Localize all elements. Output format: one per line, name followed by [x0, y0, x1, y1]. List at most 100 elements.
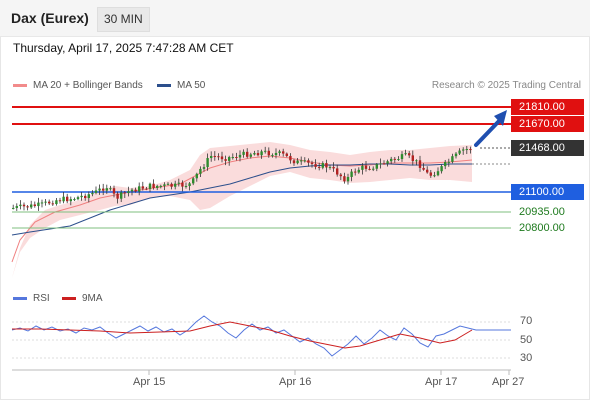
legend-rsi-ma: 9MA — [62, 293, 103, 304]
candle-body — [231, 157, 234, 159]
candle-body — [444, 162, 447, 167]
bollinger-band — [12, 142, 472, 278]
candle-body — [386, 161, 389, 164]
candle-body — [418, 160, 422, 168]
candle-body — [166, 183, 170, 185]
candle-body — [156, 185, 159, 188]
candle-body — [44, 201, 47, 203]
candle-body — [328, 166, 332, 168]
candle-body — [210, 155, 213, 159]
candle-body — [195, 173, 198, 179]
candle-body — [80, 195, 83, 198]
candle-body — [220, 156, 224, 160]
legend-rsi-label: RSI — [33, 293, 50, 304]
rsi-axis-30: 30 — [520, 352, 533, 364]
rsi-ma-line — [12, 321, 473, 349]
candle-body — [321, 163, 324, 168]
candle-body — [462, 149, 465, 151]
timeframe-button[interactable]: 30 MIN — [97, 7, 150, 32]
candle-body — [253, 153, 256, 155]
candle-body — [458, 150, 461, 154]
candle-body — [19, 204, 22, 207]
chart-header: Dax (Eurex) 30 MIN — [0, 0, 590, 37]
candle-body — [447, 161, 450, 163]
x-label-apr17: Apr 17 — [425, 376, 458, 388]
candle-body — [246, 151, 249, 157]
legend-bollinger-label: MA 20 + Bollinger Bands — [33, 80, 143, 91]
candle-body — [350, 171, 353, 177]
candle-body — [429, 172, 432, 176]
candle-body — [66, 196, 69, 202]
level-s2-label: 20935.00 — [519, 206, 565, 218]
candle-body — [12, 207, 15, 209]
candle-body — [206, 158, 209, 168]
candle-body — [188, 183, 191, 186]
candle-body — [30, 204, 33, 208]
candle-body — [310, 162, 314, 165]
x-label-apr15: Apr 15 — [133, 376, 166, 388]
candle-body — [69, 199, 72, 202]
candle-body — [138, 186, 141, 192]
candle-body — [285, 153, 288, 156]
candle-body — [62, 196, 65, 202]
candle-body — [159, 185, 162, 187]
candle-body — [393, 158, 396, 160]
candle-body — [37, 202, 40, 207]
candle-body — [98, 188, 101, 191]
ma20-line — [11, 155, 473, 263]
candle-body — [314, 164, 317, 167]
candle-body — [48, 201, 51, 204]
candle-body — [379, 163, 382, 165]
candle-body — [271, 155, 274, 157]
candle-body — [303, 160, 306, 162]
candle-body — [372, 168, 375, 170]
candle-body — [91, 192, 94, 195]
candle-body — [224, 159, 227, 161]
candle-body — [94, 190, 98, 193]
candle-body — [55, 200, 58, 205]
candle-body — [141, 186, 144, 189]
candle-body — [343, 176, 346, 182]
candle-body — [278, 151, 281, 153]
candle-body — [332, 166, 335, 169]
candle-body — [109, 188, 112, 190]
candle-body — [375, 164, 378, 169]
candle-body — [199, 168, 202, 174]
candle-body — [202, 167, 206, 169]
candle-body — [361, 165, 364, 170]
candle-body — [116, 193, 119, 199]
candle-body — [238, 154, 242, 158]
candle-body — [130, 189, 134, 192]
level-s3-label: 20800.00 — [519, 222, 565, 234]
candle-body — [267, 150, 270, 156]
candle-body — [256, 153, 260, 156]
candle-body — [58, 200, 62, 202]
rsi-line — [11, 315, 511, 357]
ma50-line — [11, 163, 472, 236]
level-r1-label: 21670.00 — [511, 116, 584, 132]
candle-body — [318, 166, 321, 168]
candle-body — [228, 157, 231, 161]
candle-body — [148, 183, 152, 189]
rsi-axis-70: 70 — [520, 315, 533, 327]
legend-rsi-ma-label: 9MA — [82, 293, 103, 304]
ma50-swatch — [157, 84, 171, 87]
candle-body — [40, 202, 44, 204]
candle-body — [33, 204, 36, 207]
candle-body — [469, 149, 472, 151]
forecast-arrow-line — [474, 118, 502, 147]
candlesticks — [12, 145, 472, 211]
candle-body — [112, 188, 116, 194]
candle-body — [242, 151, 245, 155]
candle-body — [336, 168, 339, 175]
candle-body — [307, 160, 310, 163]
candle-body — [354, 171, 357, 173]
candle-body — [451, 156, 454, 162]
legend-ma50-label: MA 50 — [177, 80, 206, 91]
candle-body — [390, 158, 393, 162]
candle-body — [454, 153, 458, 157]
candle-body — [465, 149, 468, 151]
legend-rsi: RSI — [13, 293, 50, 304]
candle-body — [433, 175, 436, 177]
level-s1-label: 21100.00 — [511, 184, 584, 200]
